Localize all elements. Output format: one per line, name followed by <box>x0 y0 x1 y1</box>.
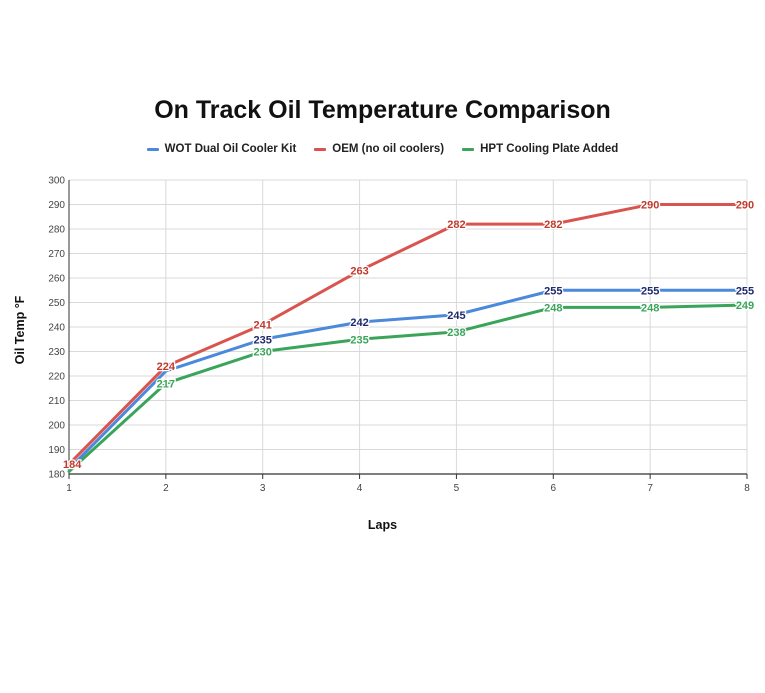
legend-item-wot: WOT Dual Oil Cooler Kit <box>146 143 297 155</box>
legend-label-hpt: HPT Cooling Plate Added <box>480 143 619 155</box>
y-tick-label: 210 <box>48 396 65 407</box>
x-tick-label: 2 <box>163 483 169 494</box>
x-tick-label: 8 <box>744 483 750 494</box>
y-tick-label: 230 <box>48 347 65 358</box>
data-label-oem: 224 <box>157 361 176 373</box>
data-label-oem: 282 <box>544 219 562 231</box>
y-tick-label: 280 <box>48 225 65 236</box>
data-label-oem: 184 <box>63 459 82 471</box>
legend-item-oem: OEM (no oil coolers) <box>314 143 444 155</box>
y-tick-label: 200 <box>48 421 65 432</box>
legend-swatch-hpt <box>462 147 475 151</box>
y-tick-label: 180 <box>48 470 65 481</box>
data-label-oem: 241 <box>254 320 272 332</box>
data-label-hpt: 248 <box>544 302 562 314</box>
y-tick-label: 270 <box>48 249 65 260</box>
x-tick-label: 3 <box>260 483 266 494</box>
y-tick-label: 290 <box>48 200 65 211</box>
data-label-wot: 255 <box>544 285 562 297</box>
y-tick-label: 240 <box>48 323 65 334</box>
data-label-oem: 290 <box>736 200 754 212</box>
data-label-hpt: 238 <box>447 327 465 339</box>
series-line-oem <box>67 203 749 466</box>
y-tick-label: 220 <box>48 372 65 383</box>
data-label-hpt: 230 <box>254 347 272 359</box>
legend-label-oem: OEM (no oil coolers) <box>332 143 445 155</box>
x-tick-label: 6 <box>551 483 557 494</box>
y-tick-label: 260 <box>48 274 65 285</box>
y-tick-label: 250 <box>48 298 65 309</box>
legend-swatch-wot <box>146 147 159 151</box>
legend-label-wot: WOT Dual Oil Cooler Kit <box>164 143 297 155</box>
data-label-hpt: 248 <box>641 302 659 314</box>
legend-swatch-oem <box>314 147 327 151</box>
data-label-oem: 290 <box>641 200 659 212</box>
data-label-wot: 235 <box>254 334 272 346</box>
series-line-wot <box>67 288 749 471</box>
data-label-oem: 263 <box>350 266 368 278</box>
data-label-oem: 282 <box>447 219 465 231</box>
data-label-hpt: 217 <box>157 378 175 390</box>
x-tick-label: 4 <box>357 483 363 494</box>
y-tick-label: 190 <box>48 445 65 456</box>
y-tick-label: 300 <box>48 176 65 187</box>
x-tick-label: 7 <box>647 483 653 494</box>
series-line-hpt <box>67 303 749 474</box>
data-label-hpt: 249 <box>736 300 754 312</box>
x-axis-label: Laps <box>367 518 398 532</box>
legend-item-hpt: HPT Cooling Plate Added <box>462 143 618 155</box>
data-label-hpt: 235 <box>350 334 368 346</box>
x-tick-label: 5 <box>454 483 460 494</box>
data-label-wot: 245 <box>447 310 465 322</box>
x-tick-label: 1 <box>66 483 72 494</box>
legend: WOT Dual Oil Cooler Kit OEM (no oil cool… <box>0 143 765 155</box>
chart-title: On Track Oil Temperature Comparison <box>154 96 611 124</box>
data-label-wot: 255 <box>641 285 659 297</box>
data-label-wot: 242 <box>350 317 368 329</box>
data-label-wot: 255 <box>736 285 754 297</box>
